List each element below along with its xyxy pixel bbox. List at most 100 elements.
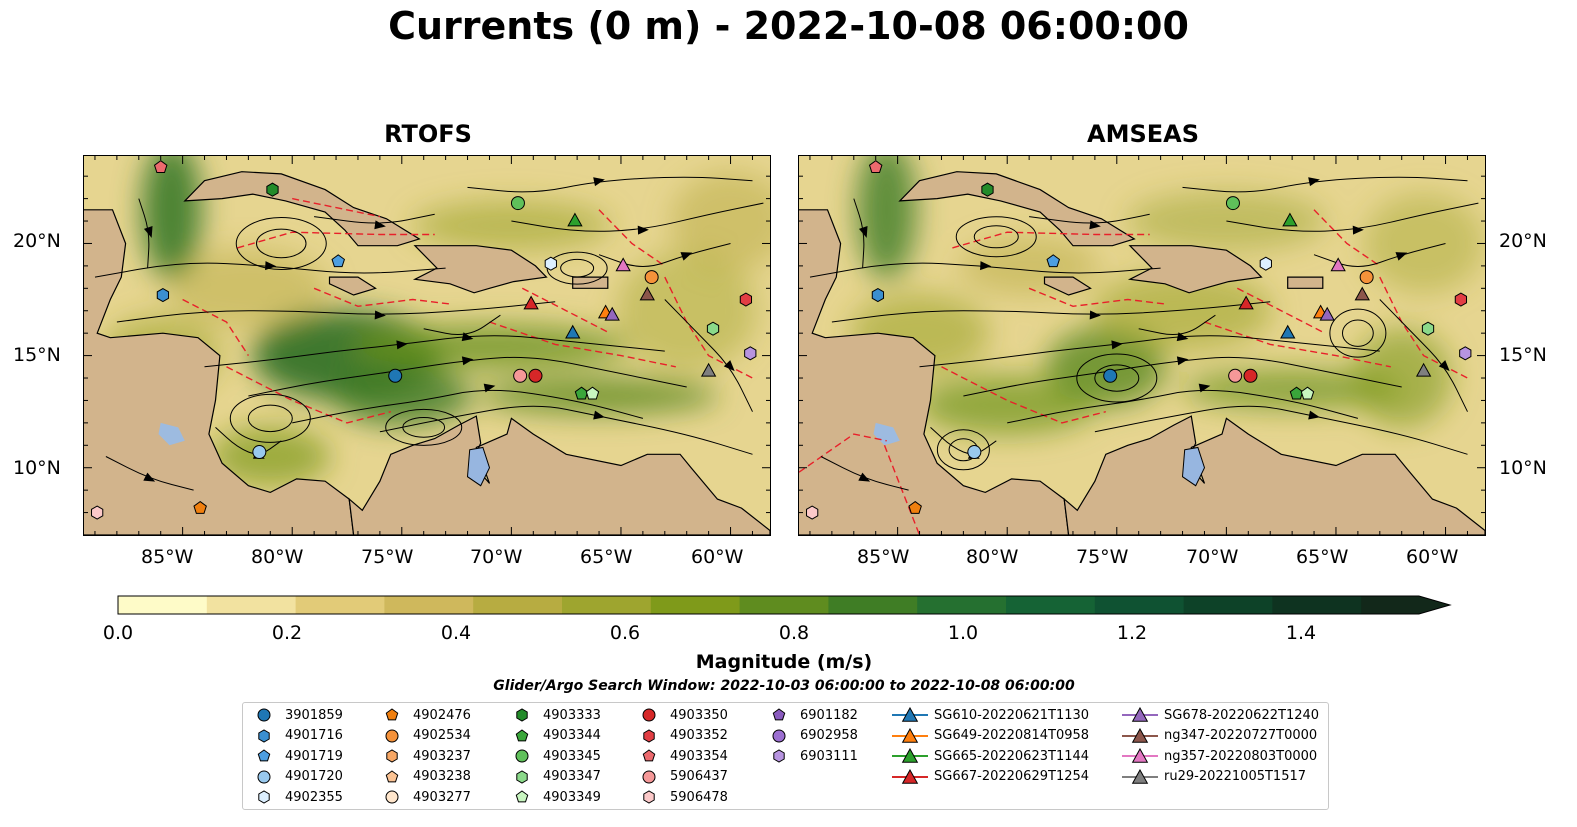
maritime-boundary — [799, 433, 887, 473]
streamline-arrow — [143, 226, 153, 238]
streamline — [1313, 243, 1446, 267]
lon-label-85w-left: 85°W — [141, 546, 194, 568]
float-marker-4903354 — [868, 160, 883, 173]
legend-hexagon-marker — [773, 749, 785, 763]
legend-item: 6901182 — [770, 705, 858, 725]
streamline — [511, 202, 764, 232]
land-south-america — [1063, 415, 1485, 535]
float-marker-4902355 — [1259, 256, 1272, 271]
float-marker-5906478 — [91, 505, 104, 520]
legend-marker-circle — [257, 708, 271, 722]
streamline — [314, 213, 435, 224]
maritime-boundary — [1028, 287, 1166, 308]
legend-item: 4903354 — [640, 746, 728, 766]
streamline-arrow — [1176, 332, 1189, 342]
legend-marker-triangle — [1122, 768, 1158, 784]
float-marker-5906437 — [513, 368, 528, 383]
legend-marker-circle — [257, 770, 271, 783]
colorbar-segment — [1272, 596, 1362, 614]
eddy-streamline — [1329, 308, 1387, 358]
lat-label-20n-right: 20°N — [1499, 230, 1547, 252]
legend-marker-hexagon — [516, 769, 528, 784]
legend-circle-marker — [642, 770, 656, 783]
eddy-streamline — [385, 408, 463, 446]
streamline — [598, 243, 731, 267]
legend-label: 4903345 — [543, 748, 601, 764]
streamline-arrow — [461, 332, 474, 342]
legend-marker-circle — [772, 729, 786, 742]
map-panel-rtofs — [83, 155, 771, 536]
lon-label-85w-right: 85°W — [857, 546, 910, 568]
legend-marker-hexagon — [516, 708, 528, 722]
magnitude-field — [849, 156, 1484, 435]
maritime-boundary — [237, 231, 435, 249]
legend-marker-triangle — [892, 747, 928, 763]
legend-triangle-marker — [1131, 727, 1149, 743]
legend-label: ng347-20220727T0000 — [1164, 728, 1318, 743]
lat-label-15n-right: 15°N — [1499, 344, 1547, 366]
current-magnitude-map-amseas — [799, 156, 1485, 535]
lon-label-60w-right: 60°W — [1406, 546, 1459, 568]
float-marker-4903350 — [1243, 368, 1258, 383]
streamline-arrow — [1198, 383, 1211, 393]
float-marker-ng347-20220727t0000 — [639, 286, 655, 301]
legend-item: 4903333 — [513, 705, 601, 725]
legend-item: SG610-20220621T1130 — [890, 705, 1089, 725]
legend-label: SG665-20220623T1144 — [934, 748, 1090, 764]
legend-item: 4901719 — [255, 746, 343, 766]
land-jamaica — [1043, 276, 1092, 296]
magnitude-blob — [411, 200, 612, 251]
magnitude-blob — [856, 156, 917, 280]
streamline — [820, 456, 909, 491]
float-marker-4901716 — [156, 287, 170, 303]
legend-triangle-marker — [901, 727, 919, 743]
float-marker-4903354 — [153, 160, 168, 173]
legend-marker-triangle — [892, 727, 928, 743]
colorbar-segment — [118, 596, 208, 614]
legend-triangle-marker — [901, 706, 919, 722]
streamline — [1226, 202, 1479, 232]
streamline-arrow — [374, 220, 386, 230]
streamline — [919, 335, 1380, 368]
panel-title-rtofs: RTOFS — [384, 120, 472, 148]
colorbar-tick-2: 0.4 — [440, 622, 472, 644]
legend-triangle-marker — [1131, 706, 1149, 722]
lat-label-10n-right: 10°N — [1499, 457, 1547, 479]
eddy-streamline — [247, 404, 293, 433]
maritime-boundary — [313, 287, 451, 308]
legend-marker-triangle — [1122, 706, 1158, 722]
float-marker-4902476 — [908, 500, 922, 514]
legend-item: 4903349 — [513, 787, 601, 807]
legend-item: SG667-20220629T1254 — [890, 767, 1089, 787]
magnitude-blob — [670, 171, 770, 272]
legend-label: 4903344 — [543, 728, 601, 743]
magnitude-colorbar — [117, 595, 1452, 615]
streamline-arrow — [1352, 225, 1364, 235]
legend-circle-marker — [385, 790, 399, 804]
legend-marker-hexagon — [643, 728, 655, 743]
land-central-america — [84, 209, 355, 535]
figure-title: Currents (0 m) - 2022-10-08 06:00:00 — [388, 4, 1189, 48]
eddy-streamline — [235, 216, 327, 270]
streamline — [963, 356, 1402, 397]
colorbar-tick-0: 0.0 — [102, 622, 134, 644]
streamline — [292, 389, 644, 424]
land-central-america — [799, 209, 1070, 535]
legend-circle-marker — [772, 729, 786, 742]
magnitude-blob — [141, 156, 202, 280]
float-marker-4902476 — [193, 500, 207, 514]
legend-item: 4903350 — [640, 705, 728, 725]
colorbar-segment — [1183, 596, 1273, 614]
maritime-boundary — [1236, 287, 1326, 334]
colorbar-label: Magnitude (m/s) — [695, 651, 873, 673]
legend-item: 4903352 — [640, 726, 728, 746]
streamline — [467, 176, 753, 193]
legend-label: 4903352 — [670, 728, 728, 743]
float-marker-4903345 — [1225, 196, 1240, 211]
legend-marker-pentagon — [642, 749, 656, 762]
land-hispaniola — [1127, 245, 1263, 294]
lat-label-20n-left: 20°N — [13, 230, 61, 252]
float-marker-sg667-20220629t1254 — [523, 295, 539, 310]
streamline — [809, 262, 1161, 278]
streamline-arrow — [1111, 340, 1123, 350]
